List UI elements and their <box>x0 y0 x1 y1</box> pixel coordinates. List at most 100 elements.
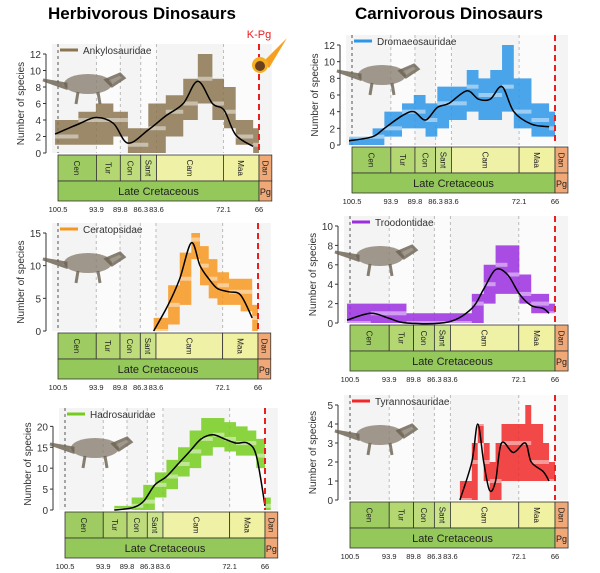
y-tick-label: 10 <box>37 464 49 475</box>
y-tick-label: 4 <box>329 108 335 119</box>
resample-step <box>95 118 114 122</box>
y-tick-label: 3 <box>327 439 333 450</box>
dinosaur-illustration <box>64 74 112 94</box>
resample-step <box>372 134 385 139</box>
resample-step <box>531 460 544 464</box>
stage-box-cam <box>450 324 520 352</box>
stage-label: Con <box>419 331 428 346</box>
time-tick-label: 93.9 <box>382 375 397 384</box>
time-tick-label: 89.8 <box>113 383 128 392</box>
time-tick-label: 66 <box>254 383 262 392</box>
resample-step <box>217 283 230 288</box>
resample-step <box>370 311 389 316</box>
stage-label: Con <box>420 153 429 168</box>
resample-step <box>531 301 544 306</box>
resample-step <box>200 263 209 268</box>
y-tick-label: 6 <box>35 100 41 111</box>
resample-step <box>197 76 213 81</box>
mean-diversity-line <box>346 268 550 325</box>
resample-step <box>189 449 202 454</box>
time-tick-label: 83.6 <box>443 552 458 561</box>
resample-step <box>347 321 371 325</box>
stage-label: Con <box>419 508 428 523</box>
resample-step <box>495 262 508 267</box>
stage-box-cam <box>451 146 520 174</box>
resample-step <box>471 460 478 464</box>
y-tick-label: 4 <box>35 116 41 127</box>
resample-step <box>201 436 213 441</box>
resample-step <box>113 118 128 122</box>
stage-label: Maa <box>532 330 541 346</box>
stage-label: Maa <box>242 517 251 533</box>
stage-box-maa <box>518 501 556 529</box>
y-tick-label: 5 <box>42 485 48 496</box>
time-tick-label: 83.6 <box>149 205 164 214</box>
time-tick-label: 89.8 <box>406 375 421 384</box>
stage-label: Tur <box>103 162 112 174</box>
meteor-icon <box>255 61 265 71</box>
stage-box-maa <box>222 332 259 360</box>
y-tick-label: 15 <box>37 443 49 454</box>
era-label: Pg <box>556 179 567 189</box>
time-tick-label: 89.8 <box>408 197 423 206</box>
y-tick-label: 1 <box>327 477 333 488</box>
stage-label: Cam <box>480 330 489 347</box>
time-tick-label: 100.5 <box>49 383 68 392</box>
stage-box-cen <box>64 511 104 539</box>
time-tick-label: 72.1 <box>215 383 230 392</box>
y-tick-label: 5 <box>35 294 41 305</box>
y-tick-label: 6 <box>327 261 333 272</box>
legend-label: Hadrosauridae <box>90 410 156 421</box>
resample-step <box>388 311 407 316</box>
resample-step <box>148 126 166 131</box>
legend-label: Ankylosauridae <box>83 46 152 57</box>
resample-step <box>256 453 265 458</box>
stage-label: Tur <box>398 154 407 166</box>
time-tick-label: 72.1 <box>512 197 527 206</box>
stage-label: Sant <box>437 507 446 524</box>
y-axis-label: Number of species <box>16 62 27 145</box>
y-tick-label: 10 <box>30 67 42 78</box>
stage-label: Tur <box>110 519 119 531</box>
era-box <box>554 527 569 549</box>
resample-step <box>212 432 225 437</box>
resample-step <box>449 101 467 106</box>
dinosaur-illustration <box>358 65 406 85</box>
era-box <box>258 180 273 202</box>
mean-diversity-line <box>114 433 266 511</box>
resample-step <box>471 301 484 306</box>
stage-label: Sant <box>438 152 447 169</box>
panel-tyrannosauridae: 0 1 2 3 4 5 Number of species Tyrannosauridae Ce… <box>308 395 569 561</box>
legend-label: Troodontidae <box>375 218 434 229</box>
time-tick-label: 86.3 <box>427 375 442 384</box>
y-tick-label: 2 <box>35 133 41 144</box>
stage-label: Con <box>125 339 134 354</box>
time-tick-label: 86.3 <box>140 562 155 571</box>
y-axis-label: Number of species <box>310 53 321 136</box>
era-label: Late Cretaceous <box>118 364 199 376</box>
resample-step <box>168 302 180 307</box>
era-label: Pg <box>266 544 277 554</box>
mean-diversity-line <box>459 423 550 501</box>
resample-step <box>165 109 184 114</box>
y-tick-label: 8 <box>329 74 335 85</box>
resample-step <box>549 479 555 483</box>
resample-step <box>448 321 472 325</box>
meteor-flame-icon <box>263 38 287 68</box>
time-tick-label: 89.8 <box>113 205 128 214</box>
stage-label: Dan <box>266 518 275 533</box>
resample-step <box>483 460 490 464</box>
legend-label: Dromaeosauridae <box>377 37 457 48</box>
stage-label: Cen <box>72 161 81 176</box>
y-tick-label: 0 <box>329 141 335 152</box>
stage-band <box>140 223 156 331</box>
era-label: Pg <box>260 187 271 197</box>
stage-label: Cen <box>72 339 81 354</box>
resample-step <box>212 101 225 106</box>
y-tick-label: 6 <box>329 91 335 102</box>
y-tick-label: 8 <box>35 83 41 94</box>
resample-step <box>247 441 257 446</box>
resample-step <box>507 272 520 277</box>
